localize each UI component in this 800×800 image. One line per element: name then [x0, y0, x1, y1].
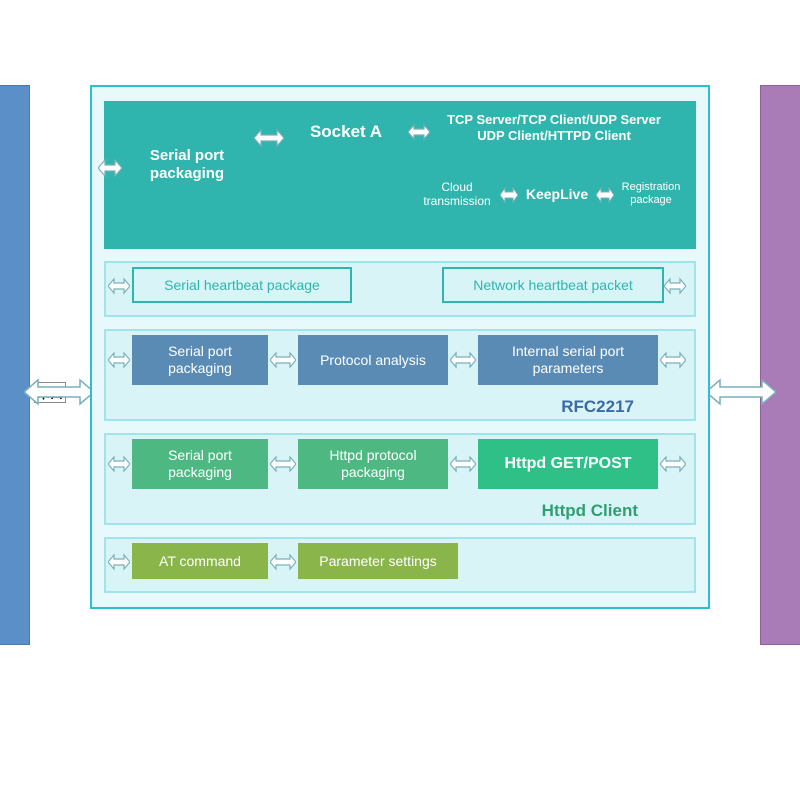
edge-arrow-right — [706, 378, 776, 411]
node-network-heartbeat: Network heartbeat packet — [442, 267, 664, 303]
tcp-line2: UDP Client/HTTPD Client — [477, 128, 631, 144]
node-spp-httpd: Serial port packaging — [132, 439, 268, 489]
section-httpd: Serial port packaging Httpd protocol pac… — [104, 433, 696, 525]
arrow-icon — [660, 351, 686, 369]
arrow-icon — [270, 351, 296, 369]
node-httpd-packaging: Httpd protocol packaging — [298, 439, 448, 489]
right-external-block — [760, 85, 800, 645]
arrow-icon — [596, 187, 614, 203]
section-rfc2217: Serial port packaging Protocol analysis … — [104, 329, 696, 421]
node-parameter-settings: Parameter settings — [298, 543, 458, 579]
node-socket-a: Socket A — [286, 109, 406, 155]
edge-arrow-left — [24, 378, 94, 411]
node-internal-params: Internal serial port parameters — [478, 335, 658, 385]
arrow-icon — [500, 187, 518, 203]
arrow-icon — [108, 277, 130, 295]
arrow-icon — [108, 351, 130, 369]
node-at-command: AT command — [132, 543, 268, 579]
left-external-block — [0, 85, 30, 645]
label-rfc2217: RFC2217 — [561, 397, 634, 417]
arrow-icon — [450, 455, 476, 473]
node-httpd-get-post: Httpd GET/POST — [478, 439, 658, 489]
label-httpd-client: Httpd Client — [542, 501, 638, 521]
arrow-icon — [270, 455, 296, 473]
tcp-line1: TCP Server/TCP Client/UDP Server — [447, 112, 661, 128]
node-tcp-modes: TCP Server/TCP Client/UDP Server UDP Cli… — [428, 105, 680, 151]
node-registration-package: Registration package — [614, 167, 688, 221]
arrow-icon — [254, 128, 284, 148]
node-protocol-analysis: Protocol analysis — [298, 335, 448, 385]
section-socket: Serial port packaging Socket A TCP Serve… — [104, 101, 696, 249]
node-serial-port-packaging: Serial port packaging — [122, 109, 252, 221]
arrow-icon — [108, 553, 130, 571]
section-at: AT command Parameter settings — [104, 537, 696, 593]
section-heartbeat: Serial heartbeat package Network heartbe… — [104, 261, 696, 317]
node-spp-rfc: Serial port packaging — [132, 335, 268, 385]
node-cloud-transmission: Cloud transmission — [414, 167, 500, 221]
arrow-icon — [270, 553, 296, 571]
arrow-icon — [408, 123, 430, 141]
arrow-icon — [450, 351, 476, 369]
node-keeplive: KeepLive — [518, 167, 596, 221]
node-serial-heartbeat: Serial heartbeat package — [132, 267, 352, 303]
arrow-icon — [664, 277, 686, 295]
arrow-icon — [660, 455, 686, 473]
arrow-icon — [108, 455, 130, 473]
arrow-icon — [98, 158, 122, 178]
center-panel: Serial port packaging Socket A TCP Serve… — [90, 85, 710, 609]
